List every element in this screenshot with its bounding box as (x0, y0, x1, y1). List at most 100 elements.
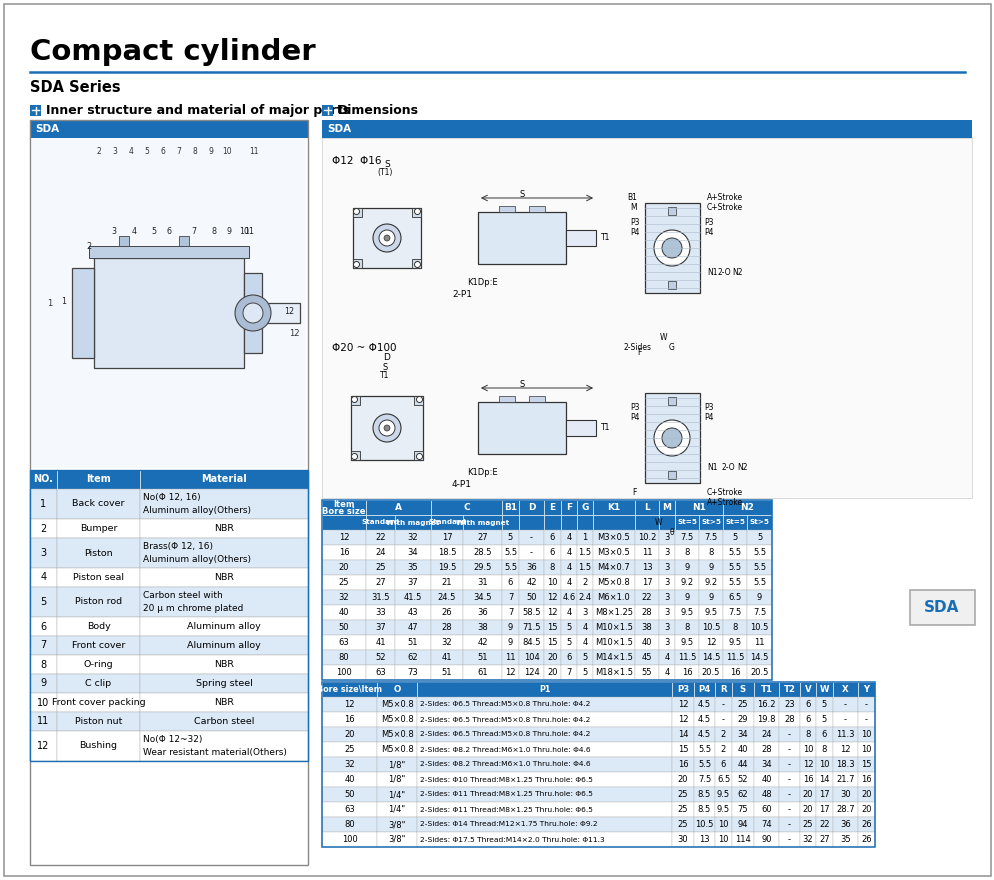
Text: 36: 36 (839, 820, 850, 829)
Text: 10: 10 (861, 745, 871, 754)
Text: NBR: NBR (214, 660, 234, 669)
Bar (671, 802, 693, 817)
Text: -: - (864, 715, 867, 724)
Text: 12: 12 (705, 638, 716, 647)
Bar (430, 500, 502, 515)
Text: Y: Y (863, 685, 869, 694)
Bar (723, 650, 746, 665)
Circle shape (661, 238, 681, 258)
Text: P4: P4 (698, 685, 710, 694)
Text: 4.5: 4.5 (697, 700, 711, 709)
Bar (634, 605, 658, 620)
Text: 2-Sides: Φ10 Thread:M8×1.25 Thru.hole: Φ6.5: 2-Sides: Φ10 Thread:M8×1.25 Thru.hole: Φ… (419, 776, 592, 782)
Bar (366, 500, 430, 515)
Bar (753, 832, 778, 847)
Text: P4: P4 (630, 228, 639, 237)
Bar (57, 587, 140, 617)
Text: 9.5: 9.5 (728, 638, 741, 647)
Text: L: L (643, 503, 649, 512)
Text: 12: 12 (839, 745, 850, 754)
Text: 2-Sides: Φ6.5 Thread:M5×0.8 Thru.hole: Φ4.2: 2-Sides: Φ6.5 Thread:M5×0.8 Thru.hole: Φ… (419, 731, 589, 737)
Text: Carbon steel with: Carbon steel with (143, 590, 223, 600)
Text: 2: 2 (41, 524, 47, 533)
Text: 12: 12 (288, 328, 299, 338)
Bar (57, 655, 140, 674)
Text: 12: 12 (38, 741, 50, 751)
Text: Φ20 ~ Φ100: Φ20 ~ Φ100 (332, 343, 396, 353)
Text: 4.6: 4.6 (562, 593, 576, 602)
Text: 35: 35 (408, 563, 417, 572)
Text: N2: N2 (732, 268, 742, 277)
Text: Aluminum alloy: Aluminum alloy (187, 641, 260, 650)
Text: M14×1.5: M14×1.5 (594, 653, 632, 662)
Bar (377, 742, 416, 757)
Text: Carbon steel: Carbon steel (194, 717, 253, 726)
Text: P4: P4 (704, 228, 713, 237)
Text: 2-Sides: Φ6.5 Thread:M5×0.8 Thru.hole: Φ4.2: 2-Sides: Φ6.5 Thread:M5×0.8 Thru.hole: Φ… (419, 716, 589, 722)
Bar (519, 500, 544, 515)
Text: 1: 1 (581, 533, 587, 542)
Bar (693, 712, 715, 727)
Text: 7: 7 (191, 227, 197, 236)
Bar (57, 568, 140, 587)
Text: 22: 22 (641, 593, 652, 602)
Text: 15: 15 (547, 623, 558, 632)
Text: 12: 12 (677, 700, 688, 709)
Text: 26: 26 (861, 835, 871, 844)
Text: 1: 1 (48, 298, 53, 307)
Bar (815, 772, 832, 787)
Bar (366, 620, 395, 635)
Text: 16: 16 (677, 760, 688, 769)
Bar (732, 712, 753, 727)
Bar (30, 674, 57, 693)
Bar (815, 697, 832, 712)
Text: 4: 4 (41, 573, 47, 583)
Text: F: F (632, 488, 636, 497)
Bar (462, 590, 502, 605)
Text: 25: 25 (677, 790, 688, 799)
Text: θ: θ (669, 528, 674, 537)
Text: P3: P3 (704, 218, 713, 227)
Bar (723, 515, 746, 530)
Text: 34: 34 (760, 760, 771, 769)
Text: Φ12  Φ16: Φ12 Φ16 (332, 156, 381, 166)
Text: 2-Sides: Φ14 Thread:M12×1.75 Thru.hole: Φ9.2: 2-Sides: Φ14 Thread:M12×1.75 Thru.hole: … (419, 822, 597, 827)
Text: 27: 27 (375, 578, 386, 587)
Bar (715, 787, 732, 802)
Bar (140, 674, 308, 693)
Text: -: - (722, 715, 725, 724)
Text: 41: 41 (441, 653, 452, 662)
Text: 6: 6 (821, 730, 826, 739)
Bar (322, 697, 377, 712)
Bar (566, 420, 595, 436)
Text: St>5: St>5 (701, 519, 721, 525)
Bar (746, 665, 771, 680)
Text: 34.5: 34.5 (473, 593, 491, 602)
Text: 80: 80 (338, 653, 349, 662)
Text: 7: 7 (507, 593, 513, 602)
Text: 42: 42 (477, 638, 487, 647)
Text: 75: 75 (737, 805, 747, 814)
Bar (377, 682, 416, 697)
Bar (674, 605, 699, 620)
Text: Front cover packing: Front cover packing (52, 698, 145, 707)
Text: 12: 12 (344, 700, 355, 709)
Bar (658, 515, 674, 530)
Bar (502, 665, 519, 680)
Bar (634, 635, 658, 650)
Text: 10.5: 10.5 (701, 623, 720, 632)
Text: 4: 4 (664, 653, 669, 662)
Bar (322, 515, 366, 530)
Bar (561, 560, 577, 575)
Bar (519, 545, 544, 560)
Bar (57, 617, 140, 636)
Bar (832, 742, 857, 757)
Bar (667, 207, 675, 215)
Circle shape (414, 261, 420, 268)
Text: 17: 17 (818, 805, 829, 814)
Text: 12: 12 (338, 533, 349, 542)
Text: 18.3: 18.3 (835, 760, 854, 769)
Bar (395, 650, 430, 665)
Text: 34: 34 (737, 730, 747, 739)
Text: 19.8: 19.8 (756, 715, 775, 724)
